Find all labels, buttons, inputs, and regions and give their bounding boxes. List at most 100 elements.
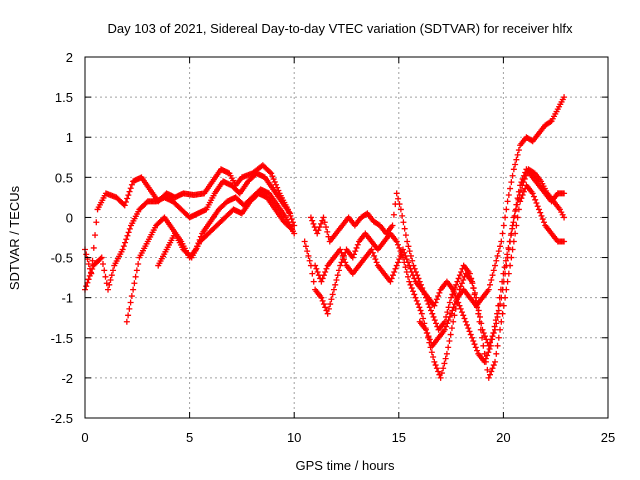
y-tick-label: -1.5 <box>51 331 73 346</box>
data-point <box>274 184 281 191</box>
data-point <box>85 260 92 267</box>
data-point <box>494 310 501 317</box>
data-point <box>473 294 480 301</box>
series-7 <box>312 166 568 365</box>
data-point <box>352 248 359 255</box>
data-point <box>486 346 493 353</box>
data-point <box>413 297 420 304</box>
data-point <box>489 365 496 372</box>
data-point <box>463 321 470 328</box>
data-point <box>471 341 478 348</box>
data-point <box>271 178 278 185</box>
data-point <box>124 232 131 239</box>
data-point <box>446 299 453 306</box>
data-point <box>396 256 403 263</box>
data-point <box>438 370 445 377</box>
series-5 <box>301 182 568 381</box>
data-point <box>397 206 404 213</box>
data-point <box>394 241 401 248</box>
data-point <box>470 285 477 292</box>
data-point <box>512 161 519 168</box>
data-point <box>405 273 412 280</box>
data-point <box>433 296 440 303</box>
data-point <box>407 265 414 272</box>
data-point <box>130 286 137 293</box>
data-point <box>510 219 517 226</box>
data-point <box>430 354 437 361</box>
data-point <box>488 368 495 375</box>
data-point <box>466 328 473 335</box>
data-point <box>405 259 412 266</box>
data-point <box>83 251 90 258</box>
data-point <box>320 301 327 308</box>
data-point <box>480 329 487 336</box>
series-8 <box>416 94 568 349</box>
data-point <box>507 185 514 192</box>
data-point <box>322 224 329 231</box>
data-point <box>121 202 128 209</box>
data-point <box>406 248 413 255</box>
data-point <box>507 232 514 239</box>
data-point <box>86 272 93 279</box>
data-point <box>502 214 509 221</box>
data-point <box>269 173 276 180</box>
data-point <box>489 272 496 279</box>
data-point <box>412 294 419 301</box>
data-point <box>322 304 329 311</box>
data-point <box>487 281 494 288</box>
data-point <box>448 325 455 332</box>
data-point <box>406 262 413 269</box>
data-point <box>453 297 460 304</box>
data-point <box>307 214 314 221</box>
data-point <box>517 187 524 194</box>
data-point <box>424 329 431 336</box>
data-point <box>522 172 529 179</box>
data-point <box>354 241 361 248</box>
data-point <box>337 262 344 269</box>
data-point <box>330 286 337 293</box>
data-point <box>561 190 568 197</box>
x-axis-ticks: 0 5 10 15 20 25 <box>81 57 615 445</box>
data-point <box>471 289 478 296</box>
data-point <box>514 151 521 158</box>
data-point <box>451 312 458 319</box>
data-point <box>469 280 476 287</box>
data-point <box>498 238 505 245</box>
data-point <box>509 225 516 232</box>
plot-frame <box>84 56 609 419</box>
data-point <box>481 358 488 365</box>
data-point <box>418 310 425 317</box>
grid <box>85 57 608 418</box>
data-point <box>470 337 477 344</box>
data-point <box>435 368 442 375</box>
y-tick-label: -2.5 <box>51 411 73 426</box>
data-point <box>83 283 90 290</box>
data-point <box>396 244 403 251</box>
data-point <box>411 275 418 282</box>
data-point <box>487 371 494 378</box>
x-axis-label: GPS time / hours <box>296 458 395 473</box>
data-point <box>404 238 411 245</box>
data-point <box>455 275 462 282</box>
x-tick-label: 10 <box>287 430 301 445</box>
data-point <box>322 268 329 275</box>
data-point <box>443 350 450 357</box>
data-point <box>493 350 500 357</box>
data-point <box>317 220 324 227</box>
data-point <box>472 344 479 351</box>
data-point <box>315 227 322 234</box>
data-point <box>328 296 335 303</box>
data-point <box>561 94 568 101</box>
data-point <box>442 355 449 362</box>
data-point <box>498 318 505 325</box>
data-point <box>125 312 132 319</box>
series-6 <box>307 166 568 349</box>
data-point <box>89 257 96 264</box>
data-point <box>441 360 448 367</box>
data-point <box>440 365 447 372</box>
data-point <box>445 344 452 351</box>
data-point <box>492 317 499 324</box>
data-point <box>272 181 279 188</box>
data-point <box>338 249 345 256</box>
data-point <box>373 259 380 266</box>
